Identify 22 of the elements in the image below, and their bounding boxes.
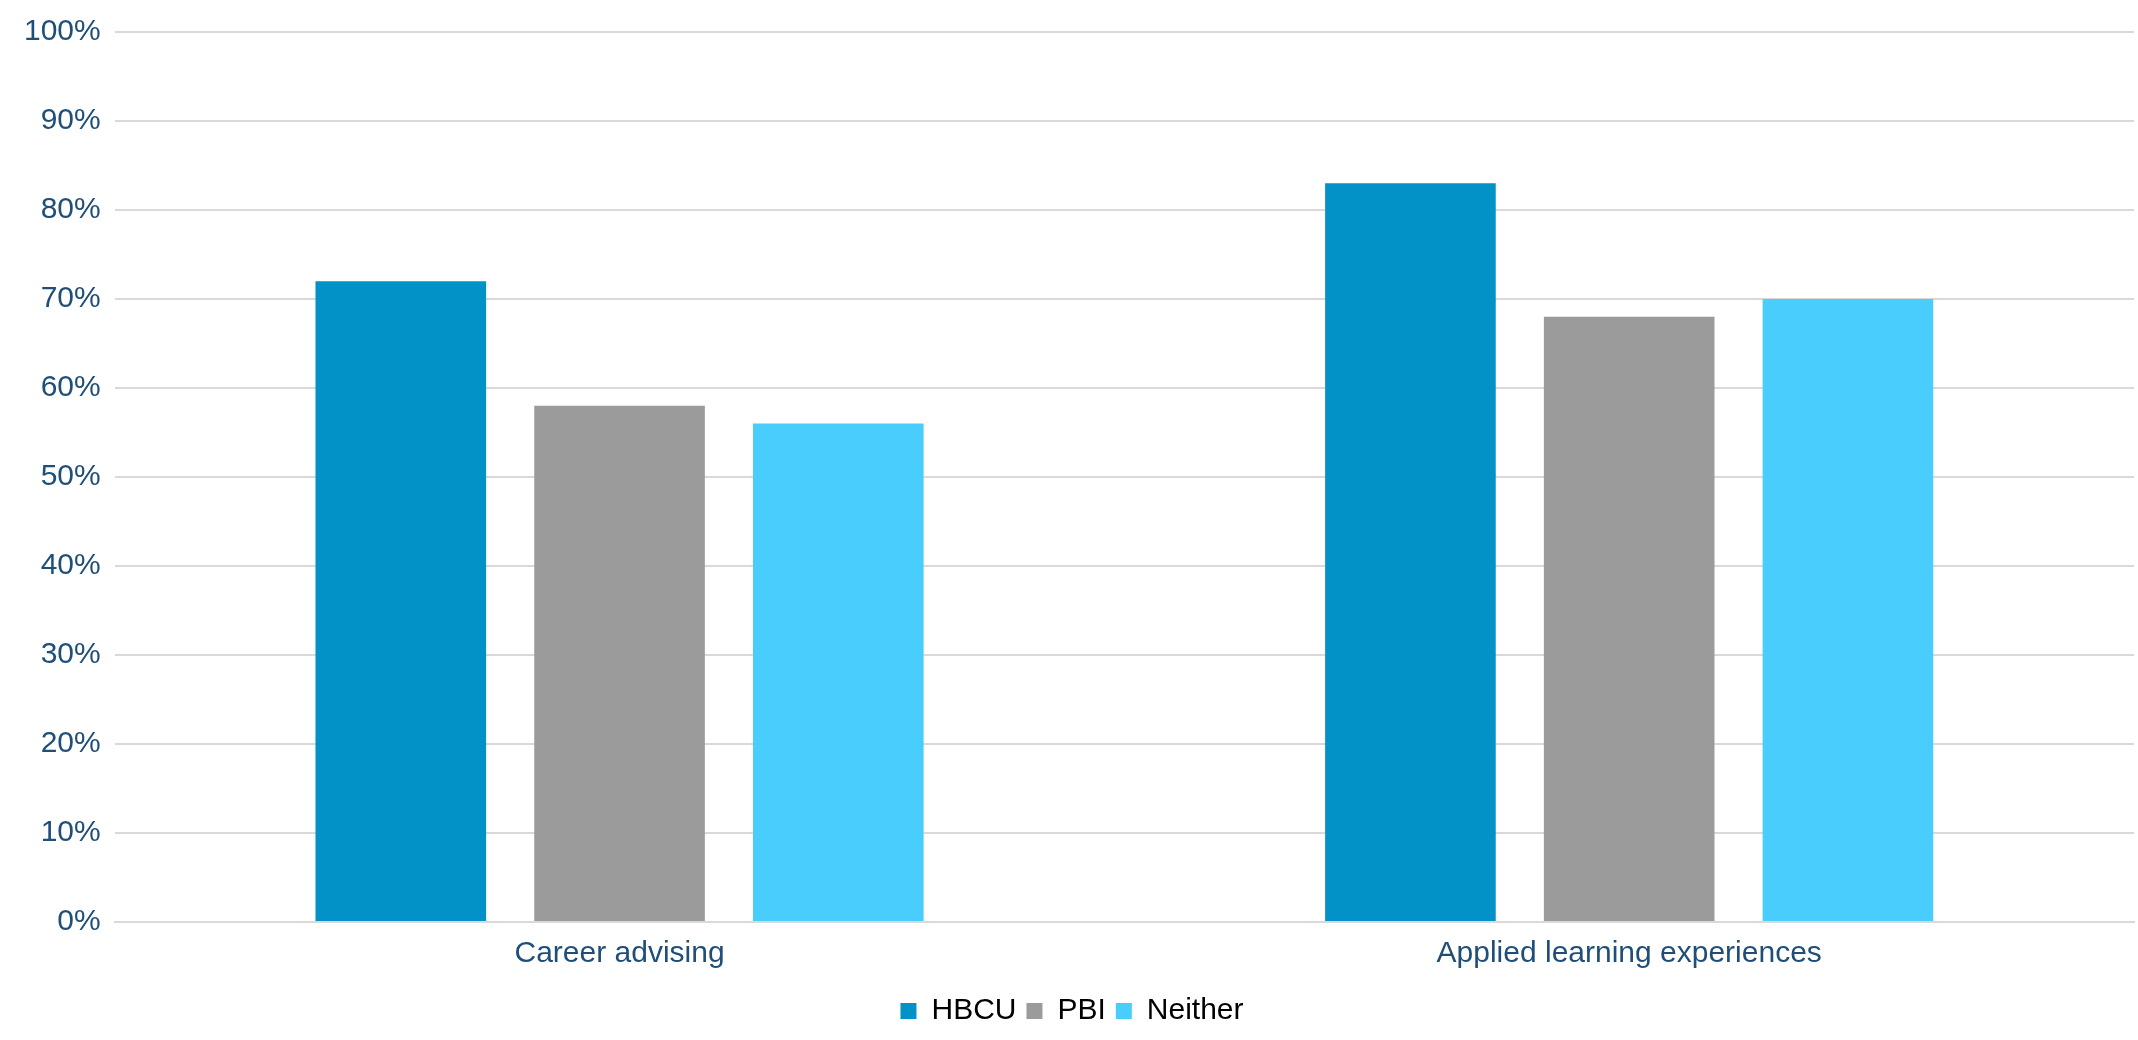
bar bbox=[1762, 299, 1934, 921]
y-tick-label: 30% bbox=[40, 636, 101, 670]
bar bbox=[534, 405, 705, 921]
legend-label: HBCU bbox=[931, 992, 1017, 1026]
y-tick-label: 40% bbox=[40, 547, 101, 581]
x-tick-label: Applied learning experiences bbox=[1436, 935, 1822, 969]
y-tick-label: 20% bbox=[40, 725, 101, 759]
y-tick-label: 10% bbox=[40, 814, 101, 848]
bar bbox=[315, 281, 487, 921]
bar bbox=[1543, 316, 1715, 921]
y-tick-label: 60% bbox=[40, 369, 101, 403]
y-tick-label: 0% bbox=[57, 903, 101, 937]
y-tick-label: 70% bbox=[40, 280, 101, 314]
bar bbox=[752, 423, 924, 921]
y-tick-label: 50% bbox=[40, 458, 101, 492]
legend-label: Neither bbox=[1146, 992, 1244, 1026]
y-tick-label: 80% bbox=[40, 191, 101, 225]
y-tick-label: 100% bbox=[23, 13, 101, 47]
y-tick-label: 90% bbox=[40, 102, 101, 136]
x-tick-label: Career advising bbox=[514, 935, 725, 969]
legend-label: PBI bbox=[1057, 992, 1106, 1026]
bar bbox=[1325, 183, 1496, 921]
